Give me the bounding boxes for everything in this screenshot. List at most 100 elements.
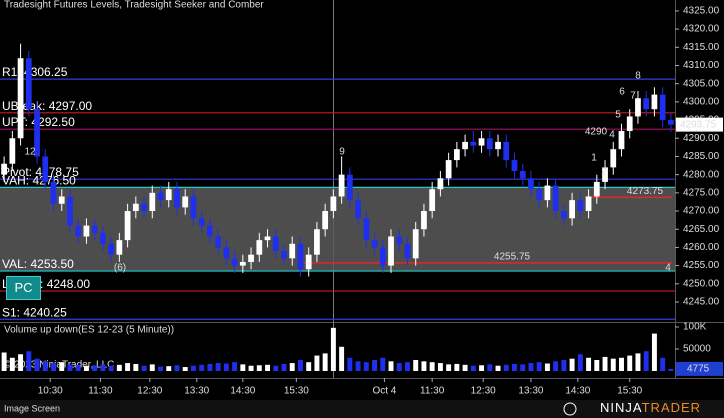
y-tick-label: 4285.00 [683,151,720,162]
volume-bar [256,365,262,371]
volume-bar [437,363,443,371]
volume-bar [577,354,583,371]
volume-bar [26,351,32,371]
volume-bar [149,364,155,371]
candle-body [470,141,477,146]
candle-body [182,196,189,208]
last-volume: 4775 [687,364,710,375]
candle-body [544,185,551,201]
volume-bar [651,333,657,371]
volume-bar [92,365,98,371]
volume-bar [273,365,279,371]
candle-body [626,116,633,131]
candle-body [322,211,329,230]
volume-bar [553,361,559,371]
candle-body [330,196,337,212]
volume-bar [289,363,295,371]
candle-body [602,167,608,182]
volume-bar [330,327,336,371]
y-tick-label: 4325.00 [683,6,720,17]
annotation: 5 [615,110,621,121]
volume-bar [594,359,600,371]
candle-body [17,58,24,139]
volume-title: Volume up down(ES 12-23 (5 Minute)) [4,325,174,336]
volume-bar [190,365,196,371]
volume-bar [495,365,501,371]
volume-bar [306,362,312,371]
y-tick-label: 4290.00 [683,133,720,144]
y-tick-label: 4320.00 [683,24,720,35]
pc-button[interactable]: PC [6,276,41,300]
x-tick-label: 15:30 [617,386,642,397]
volume-bar [182,367,188,371]
volume-bar [536,362,542,371]
volume-bar [561,359,567,371]
annotation: 1 [591,153,597,164]
level-value: 4306.25 [24,65,68,79]
candle-body [635,98,641,117]
candle-body [50,181,57,204]
volume-bar [602,356,608,371]
volume-bar [396,363,402,371]
value-area [0,187,675,272]
y-tick-label: 4300.00 [683,97,720,108]
volume-bar [215,363,221,371]
candle-body [560,211,567,219]
annotation: 6 [619,87,625,98]
volume-bar [413,359,419,371]
candle-body [42,156,49,182]
candle-body [355,200,361,219]
candle-body [421,211,427,230]
annotation: 9 [339,147,345,158]
candle-body [25,58,32,110]
status-bar [0,400,724,418]
candle-body [396,236,403,244]
logo-a: NINJA [600,400,642,415]
volume-bar [42,361,48,371]
candle-body [83,225,90,237]
level-label: R1: 4306.25 [2,65,68,79]
target-label: 4255.75 [494,252,531,263]
level-value: 4253.50 [30,257,74,271]
volume-bar [520,364,526,371]
candle-body [453,149,460,161]
volume-bar [462,364,468,371]
volume-tick-label: 100K [683,322,707,333]
level-value: 4292.50 [31,115,75,129]
level-label: S1: 4240.25 [2,305,67,319]
logo: NINJATRADER [600,400,701,415]
last-price: 4293.75 [680,119,717,130]
volume-bar [116,364,122,371]
y-tick-label: 4310.00 [683,60,720,71]
candle-body [528,178,534,190]
candle-body [486,138,493,150]
candle-body [141,203,147,212]
candle-body [223,247,230,259]
volume-bar [265,364,270,371]
level-name: VAH: [2,174,29,188]
volume-bar [339,346,345,371]
candle-body [363,218,370,241]
volume-bar [59,362,65,371]
annotation: 2 [601,167,607,178]
volume-bar [363,362,369,371]
y-tick-label: 4315.00 [683,42,720,53]
candle-body [478,138,485,146]
volume-bar [207,363,213,371]
candle-body [610,149,617,168]
volume-bar [405,362,410,371]
candle-body [215,236,222,248]
candle-body [412,229,419,259]
volume-bar [133,363,139,371]
candle-body [495,141,501,150]
volume-bar [487,364,493,371]
volume-bar [470,365,476,371]
volume-bar [199,364,205,371]
level-name: S1: [2,305,20,319]
volume-bar [544,363,550,371]
level-name: Pivot: [2,165,32,179]
candle-body [429,189,436,212]
volume-bar [528,363,534,371]
candle-body [34,109,40,157]
